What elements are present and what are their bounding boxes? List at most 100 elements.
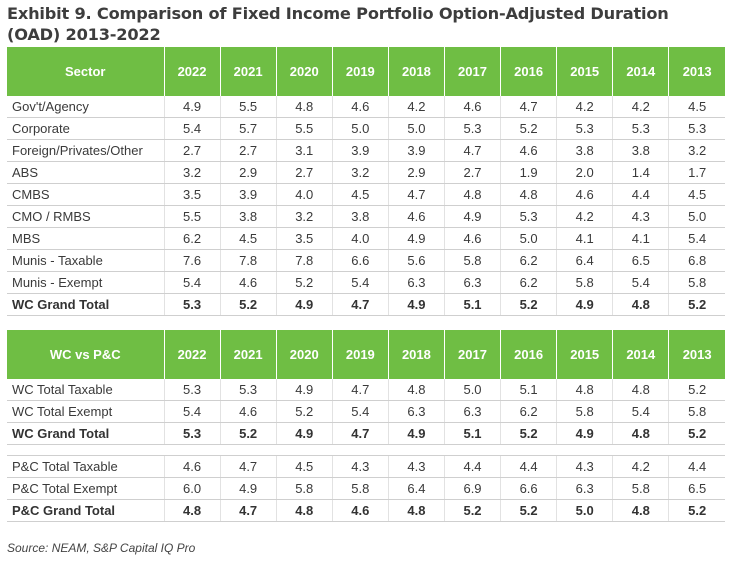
value-cell: 4.0 — [331, 227, 389, 250]
table-header-row: WC vs P&C 2022 2021 2020 2019 2018 2017 … — [7, 330, 725, 379]
value-cell: 4.7 — [331, 379, 389, 401]
wc-vs-pc-duration-table: WC vs P&C 2022 2021 2020 2019 2018 2017 … — [7, 330, 725, 522]
value-cell: 4.9 — [443, 205, 501, 228]
value-cell: 3.5 — [163, 183, 221, 206]
value-cell: 4.6 — [163, 455, 221, 478]
value-cell: 6.6 — [500, 477, 557, 500]
year-header: 2020 — [275, 47, 333, 96]
year-header: 2019 — [331, 47, 389, 96]
table-row: WC Total Taxable 5.3 5.3 4.9 4.7 4.8 5.0 5.1 4.8… — [7, 379, 725, 401]
sector-duration-table: Sector 2022 2021 2020 2019 2018 2017 201… — [7, 47, 725, 316]
row-label: WC Grand Total — [7, 422, 164, 445]
value-cell: 5.2 — [668, 499, 725, 522]
value-cell: 2.7 — [443, 161, 501, 184]
value-cell: 5.4 — [612, 271, 669, 294]
value-cell: 4.8 — [612, 379, 669, 401]
value-cell: 5.2 — [500, 117, 557, 140]
value-cell: 5.4 — [612, 400, 669, 423]
value-cell: 4.7 — [443, 139, 501, 162]
value-cell: 1.7 — [668, 161, 725, 184]
value-cell: 2.9 — [387, 161, 445, 184]
value-cell: 4.2 — [556, 96, 613, 118]
value-cell: 3.8 — [612, 139, 669, 162]
value-cell: 5.0 — [443, 379, 501, 401]
value-cell: 4.8 — [500, 183, 557, 206]
value-cell: 6.3 — [443, 271, 501, 294]
value-cell: 5.8 — [668, 400, 725, 423]
value-cell: 4.8 — [612, 422, 669, 445]
value-cell: 4.7 — [219, 499, 277, 522]
value-cell: 4.9 — [275, 422, 333, 445]
value-cell: 4.9 — [387, 293, 445, 316]
value-cell: 4.6 — [219, 271, 277, 294]
value-cell: 4.3 — [387, 455, 445, 478]
value-cell: 3.9 — [331, 139, 389, 162]
value-cell: 6.5 — [612, 249, 669, 272]
spacer-cell — [7, 444, 725, 456]
value-cell: 4.0 — [275, 183, 333, 206]
table-row: CMBS 3.5 3.9 4.0 4.5 4.7 4.8 4.8 4.6 4.4 4.5 — [7, 183, 725, 206]
value-cell: 5.4 — [163, 400, 221, 423]
value-cell: 5.6 — [387, 249, 445, 272]
value-cell: 3.9 — [219, 183, 277, 206]
table-spacer-row — [7, 444, 725, 456]
value-cell: 4.5 — [275, 455, 333, 478]
row-label: CMO / RMBS — [7, 205, 164, 228]
value-cell: 3.8 — [219, 205, 277, 228]
value-cell: 5.8 — [443, 249, 501, 272]
value-cell: 5.3 — [219, 379, 277, 401]
value-cell: 3.2 — [331, 161, 389, 184]
value-cell: 4.9 — [275, 379, 333, 401]
value-cell: 6.2 — [500, 400, 557, 423]
value-cell: 5.4 — [163, 117, 221, 140]
value-cell: 5.4 — [331, 271, 389, 294]
value-cell: 5.2 — [500, 293, 557, 316]
value-cell: 4.1 — [556, 227, 613, 250]
value-cell: 4.9 — [387, 422, 445, 445]
value-cell: 3.8 — [556, 139, 613, 162]
value-cell: 4.4 — [612, 183, 669, 206]
value-cell: 4.5 — [668, 96, 725, 118]
row-label: MBS — [7, 227, 164, 250]
value-cell: 4.2 — [387, 96, 445, 118]
year-header: 2013 — [668, 330, 725, 379]
value-cell: 4.8 — [163, 499, 221, 522]
row-label: Corporate — [7, 117, 164, 140]
row-label: P&C Total Exempt — [7, 477, 164, 500]
value-cell: 5.2 — [443, 499, 501, 522]
exhibit-title: Exhibit 9. Comparison of Fixed Income Po… — [7, 4, 669, 44]
value-cell: 5.3 — [612, 117, 669, 140]
value-cell: 4.9 — [163, 96, 221, 118]
value-cell: 1.4 — [612, 161, 669, 184]
value-cell: 4.2 — [556, 205, 613, 228]
value-cell: 5.4 — [331, 400, 389, 423]
value-cell: 2.9 — [219, 161, 277, 184]
year-header: 2020 — [275, 330, 333, 379]
value-cell: 2.7 — [275, 161, 333, 184]
value-cell: 6.9 — [443, 477, 501, 500]
year-header: 2013 — [668, 47, 725, 96]
year-header: 2022 — [163, 47, 221, 96]
value-cell: 4.6 — [443, 96, 501, 118]
year-header: 2021 — [219, 330, 277, 379]
value-cell: 6.3 — [556, 477, 613, 500]
table-row: Gov't/Agency 4.9 5.5 4.8 4.6 4.2 4.6 4.7 4.2 4.2 4… — [7, 96, 725, 118]
value-cell: 5.0 — [331, 117, 389, 140]
value-cell: 4.6 — [387, 205, 445, 228]
year-header: 2015 — [556, 47, 613, 96]
value-cell: 4.4 — [500, 455, 557, 478]
year-header: 2019 — [331, 330, 389, 379]
year-header: 2016 — [500, 330, 557, 379]
value-cell: 1.9 — [500, 161, 557, 184]
value-cell: 5.3 — [163, 422, 221, 445]
table-row: Foreign/Privates/Other 2.7 2.7 3.1 3.9 3.9 4.7… — [7, 139, 725, 162]
value-cell: 5.4 — [668, 227, 725, 250]
table-row: CMO / RMBS 5.5 3.8 3.2 3.8 4.6 4.9 5.3 4.2 4.3 5.0 — [7, 205, 725, 228]
value-cell: 4.3 — [556, 455, 613, 478]
sector-column-header: Sector — [7, 47, 164, 96]
value-cell: 5.5 — [219, 96, 277, 118]
value-cell: 5.1 — [500, 379, 557, 401]
table-row: Munis - Exempt 5.4 4.6 5.2 5.4 6.3 6.3 6.2 5.8 5.… — [7, 271, 725, 294]
value-cell: 4.9 — [556, 422, 613, 445]
value-cell: 4.8 — [443, 183, 501, 206]
